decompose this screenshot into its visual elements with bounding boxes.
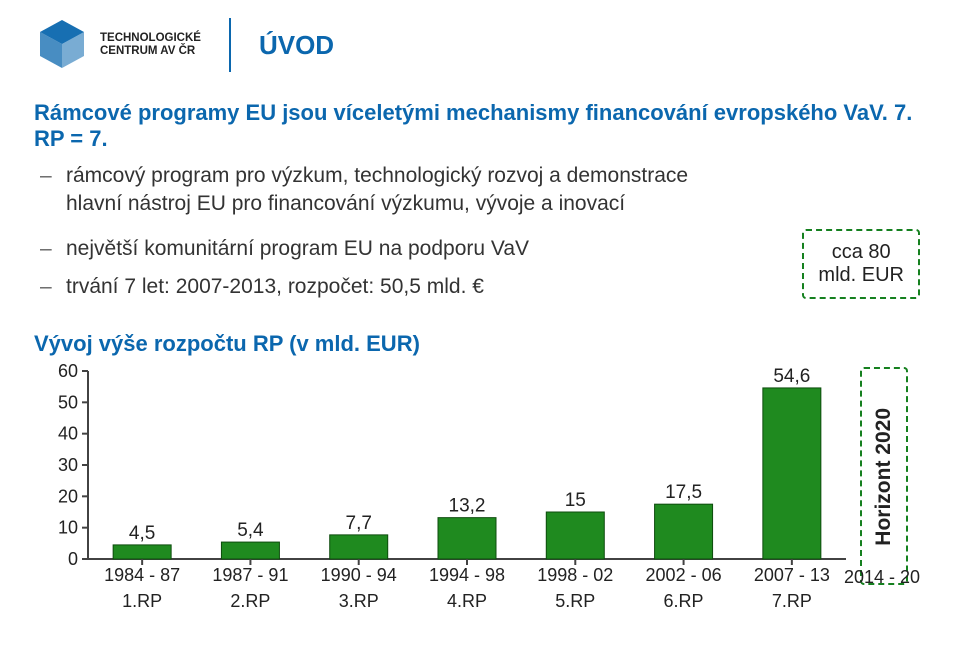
svg-text:4,5: 4,5 (129, 523, 155, 544)
bullet-text: největší komunitární program EU na podpo… (66, 235, 529, 263)
svg-text:1998 - 02: 1998 - 02 (537, 565, 613, 585)
bullet-and-callout-row: – největší komunitární program EU na pod… (40, 225, 926, 302)
svg-text:20: 20 (58, 487, 78, 507)
svg-text:0: 0 (68, 549, 78, 569)
horizont-2020-label: Horizont 2020 (872, 408, 896, 546)
extra-x-label: 2014 - 20 (844, 567, 920, 588)
svg-text:7.RP: 7.RP (772, 591, 812, 611)
dash-icon: – (40, 273, 54, 301)
bullet-list: – rámcový program pro výzkum, technologi… (40, 162, 926, 301)
logo-line-2: CENTRUM AV ČR (100, 45, 201, 58)
svg-text:13,2: 13,2 (449, 496, 486, 517)
svg-text:1987 - 91: 1987 - 91 (212, 565, 288, 585)
dash-icon: – (40, 235, 54, 263)
svg-text:5.RP: 5.RP (555, 591, 595, 611)
chart-wrap: 0 10 20 30 40 50 60 4,5 1984 - 87 1.RP 5,4 1987 - 9… (34, 363, 926, 625)
logo-text: TECHNOLOGICKÉ CENTRUM AV ČR (100, 32, 201, 58)
chart-title: Vývoj výše rozpočtu RP (v mld. EUR) (34, 331, 926, 357)
bullet-subtext: hlavní nástroj EU pro financování výzkum… (66, 192, 625, 215)
svg-text:4.RP: 4.RP (447, 591, 487, 611)
callout-line-2: mld. EUR (818, 264, 904, 287)
svg-text:2002 - 06: 2002 - 06 (646, 565, 722, 585)
svg-text:2.RP: 2.RP (230, 591, 270, 611)
svg-text:3.RP: 3.RP (339, 591, 379, 611)
dash-icon: – (40, 162, 54, 190)
svg-text:30: 30 (58, 455, 78, 475)
slide: TECHNOLOGICKÉ CENTRUM AV ČR ÚVOD Rámcové… (0, 0, 960, 672)
svg-text:10: 10 (58, 518, 78, 538)
svg-text:15: 15 (565, 490, 586, 511)
subtitle: Rámcové programy EU jsou víceletými mech… (34, 100, 926, 152)
svg-text:2007 - 13: 2007 - 13 (754, 565, 830, 585)
svg-text:1984 - 87: 1984 - 87 (104, 565, 180, 585)
bar-chart: 0 10 20 30 40 50 60 4,5 1984 - 87 1.RP 5,4 1987 - 9… (34, 363, 854, 625)
svg-text:1994 - 98: 1994 - 98 (429, 565, 505, 585)
divider (229, 18, 231, 72)
bullet-text: rámcový program pro výzkum, technologick… (66, 164, 688, 187)
callout-line-1: cca 80 (818, 241, 904, 264)
svg-text:1.RP: 1.RP (122, 591, 162, 611)
header: TECHNOLOGICKÉ CENTRUM AV ČR ÚVOD (34, 18, 926, 72)
svg-text:17,5: 17,5 (665, 483, 702, 504)
svg-text:1990 - 94: 1990 - 94 (321, 565, 397, 585)
svg-text:5,4: 5,4 (237, 520, 264, 541)
svg-text:7,7: 7,7 (346, 513, 372, 534)
logo: TECHNOLOGICKÉ CENTRUM AV ČR (34, 18, 201, 72)
svg-text:6.RP: 6.RP (664, 591, 704, 611)
svg-text:50: 50 (58, 393, 78, 413)
svg-text:40: 40 (58, 424, 78, 444)
logo-icon (34, 18, 92, 72)
callout-box: cca 80 mld. EUR (802, 229, 920, 299)
horizont-2020-box: Horizont 2020 (860, 367, 908, 585)
bullet-text: trvání 7 let: 2007-2013, rozpočet: 50,5 … (66, 273, 484, 301)
svg-text:60: 60 (58, 363, 78, 381)
page-title: ÚVOD (259, 30, 334, 61)
bullet-item: – největší komunitární program EU na pod… (40, 235, 790, 263)
logo-line-1: TECHNOLOGICKÉ (100, 32, 201, 45)
bullet-item: – rámcový program pro výzkum, technologi… (40, 162, 926, 219)
bullet-item: – trvání 7 let: 2007-2013, rozpočet: 50,… (40, 273, 790, 301)
svg-text:54,6: 54,6 (773, 366, 810, 387)
